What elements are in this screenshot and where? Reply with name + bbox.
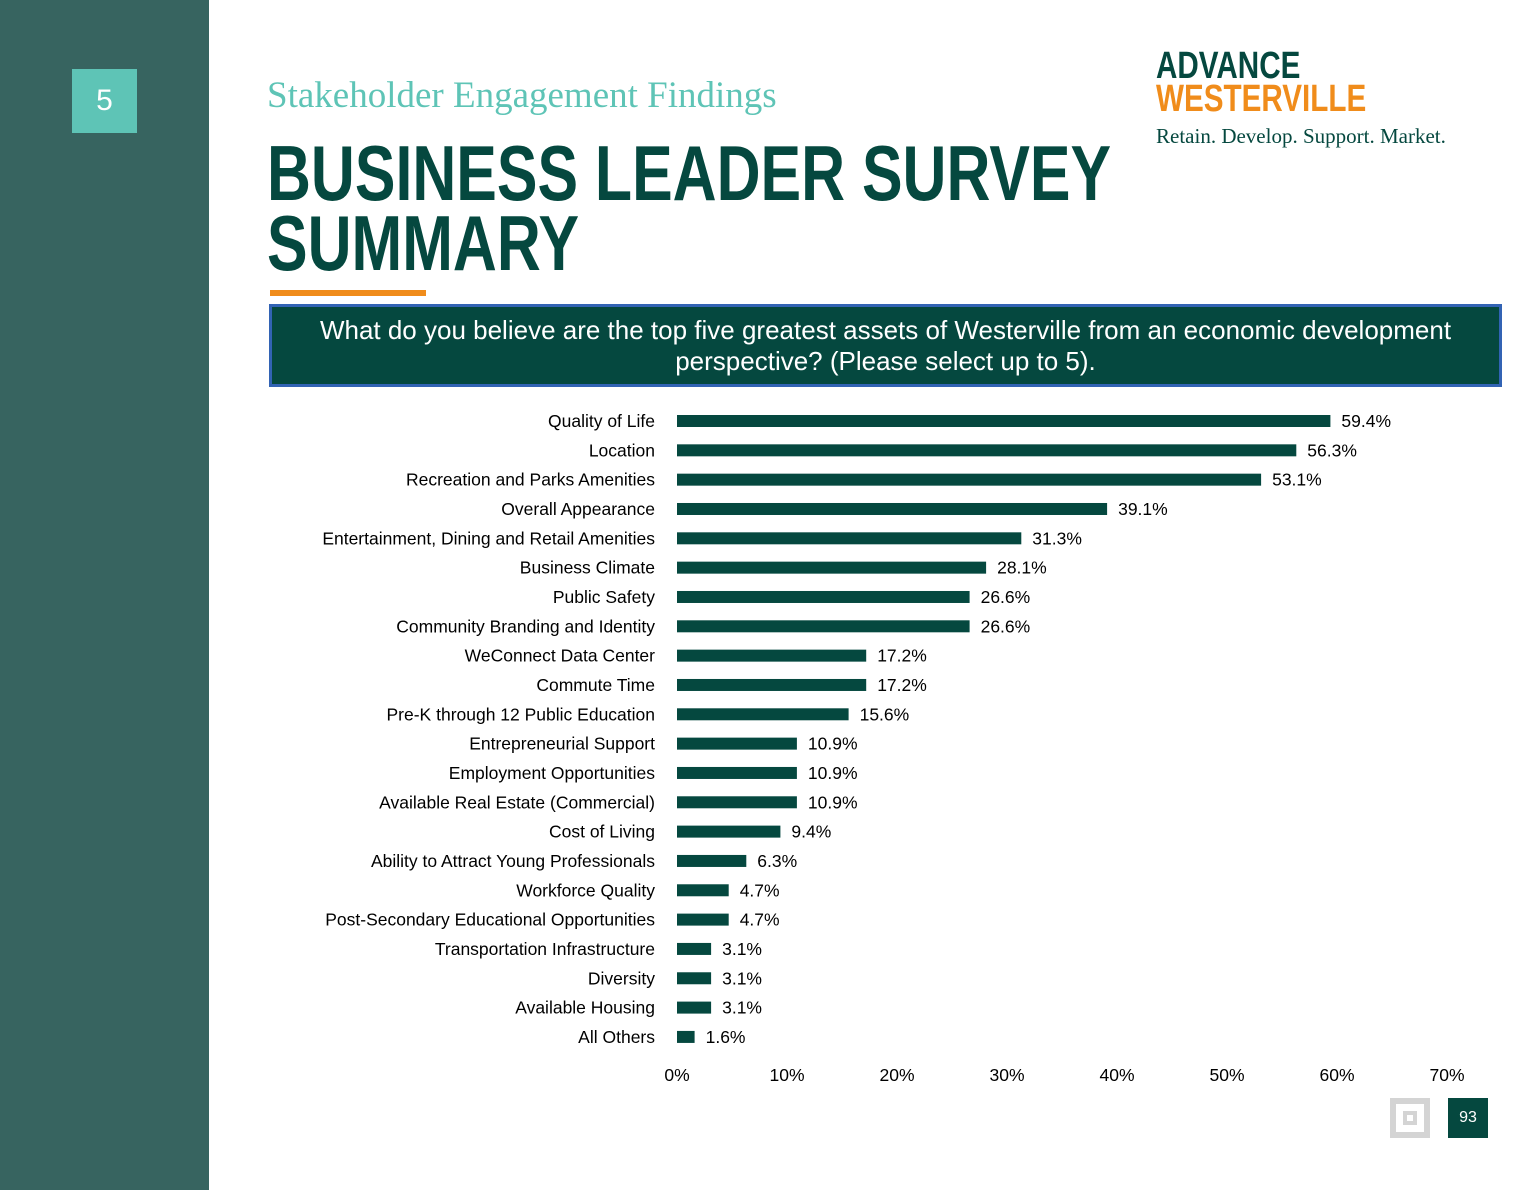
- category-label: Employment Opportunities: [449, 763, 655, 783]
- logo-line-1: ADVANCE: [1156, 45, 1301, 87]
- bar: [677, 444, 1297, 457]
- value-label: 17.2%: [877, 675, 927, 695]
- category-label: Public Safety: [553, 587, 655, 607]
- value-label: 10.9%: [808, 763, 858, 783]
- category-label: Business Climate: [520, 558, 655, 578]
- bar: [677, 532, 1022, 545]
- x-tick-label: 30%: [989, 1065, 1024, 1085]
- value-label: 53.1%: [1272, 470, 1322, 490]
- value-label: 9.4%: [791, 822, 831, 842]
- category-label: Commute Time: [536, 675, 655, 695]
- value-label: 56.3%: [1307, 440, 1357, 460]
- value-label: 3.1%: [722, 939, 762, 959]
- value-label: 3.1%: [722, 998, 762, 1018]
- category-label: Transportation Infrastructure: [435, 939, 655, 959]
- category-label: Pre-K through 12 Public Education: [387, 704, 656, 724]
- value-label: 4.7%: [740, 880, 780, 900]
- value-label: 10.9%: [808, 792, 858, 812]
- bar: [677, 884, 729, 897]
- category-label: Diversity: [588, 968, 655, 988]
- bar: [677, 620, 970, 633]
- bar: [677, 942, 712, 955]
- category-label: WeConnect Data Center: [465, 646, 656, 666]
- value-label: 26.6%: [981, 587, 1031, 607]
- bar: [677, 561, 987, 574]
- bar: [677, 502, 1108, 515]
- category-label: Recreation and Parks Amenities: [406, 470, 655, 490]
- sidebar: [0, 0, 209, 1190]
- value-label: 3.1%: [722, 968, 762, 988]
- bar: [677, 913, 729, 926]
- category-label: Available Real Estate (Commercial): [379, 792, 655, 812]
- x-tick-label: 50%: [1209, 1065, 1244, 1085]
- value-label: 17.2%: [877, 646, 927, 666]
- survey-question-box: What do you believe are the top five gre…: [269, 304, 1502, 387]
- value-label: 4.7%: [740, 910, 780, 930]
- value-label: 26.6%: [981, 616, 1031, 636]
- page-title-line-2: SUMMARY: [267, 199, 580, 287]
- section-number-badge: 5: [72, 69, 137, 133]
- category-label: Quality of Life: [548, 411, 655, 431]
- value-label: 1.6%: [706, 1027, 746, 1047]
- category-label: All Others: [578, 1027, 655, 1047]
- x-tick-label: 20%: [879, 1065, 914, 1085]
- title-underline: [270, 290, 426, 296]
- category-label: Workforce Quality: [516, 880, 655, 900]
- bar: [677, 766, 797, 779]
- bar: [677, 1001, 712, 1014]
- x-tick-label: 10%: [769, 1065, 804, 1085]
- category-label: Cost of Living: [549, 822, 655, 842]
- logo-line-2: WESTERVILLE: [1156, 78, 1367, 120]
- value-label: 28.1%: [997, 558, 1047, 578]
- category-label: Community Branding and Identity: [396, 616, 655, 636]
- x-tick-label: 0%: [664, 1065, 689, 1085]
- value-label: 59.4%: [1341, 411, 1391, 431]
- category-label: Location: [589, 440, 655, 460]
- bar: [677, 678, 867, 691]
- value-label: 15.6%: [860, 704, 910, 724]
- x-tick-label: 40%: [1099, 1065, 1134, 1085]
- category-label: Ability to Attract Young Professionals: [371, 851, 655, 871]
- value-label: 10.9%: [808, 734, 858, 754]
- x-tick-label: 60%: [1319, 1065, 1354, 1085]
- value-label: 39.1%: [1118, 499, 1168, 519]
- bar: [677, 825, 781, 838]
- bar: [677, 708, 849, 721]
- logo-tagline: Retain. Develop. Support. Market.: [1156, 124, 1446, 148]
- value-label: 6.3%: [757, 851, 797, 871]
- section-kicker: Stakeholder Engagement Findings: [267, 75, 777, 116]
- category-label: Post-Secondary Educational Opportunities: [325, 910, 655, 930]
- building-logo-icon: [1390, 1098, 1430, 1138]
- bar: [677, 737, 797, 750]
- category-label: Overall Appearance: [501, 499, 655, 519]
- x-tick-label: 70%: [1429, 1065, 1464, 1085]
- bar: [677, 972, 712, 985]
- advance-westerville-logo: ADVANCE WESTERVILLE Retain. Develop. Sup…: [1156, 45, 1446, 149]
- bar: [677, 590, 970, 603]
- bar: [677, 473, 1262, 486]
- category-label: Entertainment, Dining and Retail Ameniti…: [322, 528, 655, 548]
- bar: [677, 1030, 695, 1043]
- bar: [677, 796, 797, 809]
- value-label: 31.3%: [1032, 528, 1082, 548]
- page-number: 93: [1448, 1098, 1488, 1138]
- survey-question-text: What do you believe are the top five gre…: [319, 314, 1452, 376]
- category-label: Entrepreneurial Support: [469, 734, 655, 754]
- bar: [677, 854, 747, 867]
- bar: [677, 415, 1331, 427]
- category-label: Available Housing: [515, 998, 655, 1018]
- bar: [677, 649, 867, 662]
